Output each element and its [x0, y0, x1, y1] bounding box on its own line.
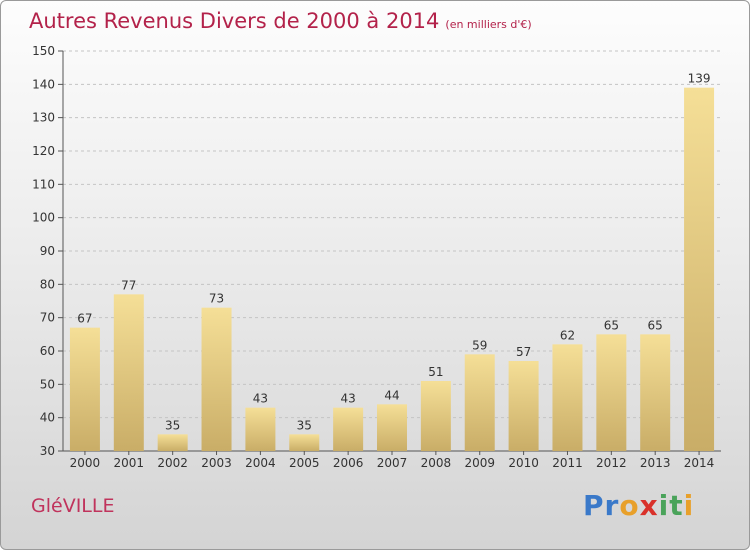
logo-letter: o [619, 489, 640, 522]
y-tick-label: 120 [32, 144, 55, 158]
value-label-2014: 139 [688, 72, 711, 86]
y-tick-label: 30 [40, 444, 55, 458]
value-label-2008: 51 [428, 365, 443, 379]
logo-letter: r [604, 489, 620, 522]
chart-title-text: Autres Revenus Divers de 2000 à 2014 [29, 9, 440, 33]
bar-2011 [552, 344, 583, 451]
x-tick-label-2013: 2013 [640, 456, 671, 470]
x-tick-label-2003: 2003 [201, 456, 232, 470]
bar-2005 [289, 434, 320, 451]
value-label-2010: 57 [516, 345, 531, 359]
value-label-2000: 67 [77, 312, 92, 326]
value-label-2003: 73 [209, 292, 224, 306]
y-tick-label: 110 [32, 177, 55, 191]
x-tick-label-2008: 2008 [421, 456, 452, 470]
value-label-2013: 65 [648, 318, 663, 332]
value-label-2005: 35 [297, 418, 312, 432]
bar-2006 [333, 407, 364, 451]
x-tick-label-2014: 2014 [684, 456, 715, 470]
bar-2009 [464, 354, 495, 451]
y-tick-label: 60 [40, 344, 55, 358]
logo-letter: P [583, 489, 605, 522]
bar-2010 [508, 361, 539, 451]
x-tick-label-2001: 2001 [114, 456, 145, 470]
bar-2002 [157, 434, 188, 451]
value-label-2002: 35 [165, 418, 180, 432]
logo-letter: x [639, 489, 659, 522]
y-tick-label: 50 [40, 377, 55, 391]
value-label-2012: 65 [604, 318, 619, 332]
bar-2013 [640, 334, 671, 451]
place-name: GléVILLE [31, 495, 115, 517]
y-tick-label: 40 [40, 411, 55, 425]
value-label-2001: 77 [121, 278, 136, 292]
value-label-2007: 44 [384, 388, 399, 402]
logo-letter: i [683, 489, 695, 522]
x-tick-label-2012: 2012 [596, 456, 627, 470]
x-tick-label-2011: 2011 [552, 456, 583, 470]
logo-letter: t [669, 489, 684, 522]
bar-2003 [201, 307, 232, 451]
proxiti-logo[interactable]: Proxiti [583, 489, 694, 522]
y-tick-label: 90 [40, 244, 55, 258]
x-tick-label-2005: 2005 [289, 456, 320, 470]
x-tick-label-2006: 2006 [333, 456, 364, 470]
value-label-2006: 43 [340, 392, 355, 406]
y-tick-label: 70 [40, 311, 55, 325]
x-tick-label-2007: 2007 [377, 456, 408, 470]
y-tick-label: 130 [32, 111, 55, 125]
chart-title: Autres Revenus Divers de 2000 à 2014 (en … [29, 9, 532, 33]
bar-2012 [596, 334, 627, 451]
y-tick-label: 100 [32, 211, 55, 225]
value-label-2009: 59 [472, 338, 487, 352]
value-label-2011: 62 [560, 328, 575, 342]
chart-subtitle: (en milliers d'€) [445, 18, 532, 31]
value-label-2004: 43 [253, 392, 268, 406]
x-tick-label-2000: 2000 [70, 456, 101, 470]
x-tick-label-2009: 2009 [464, 456, 495, 470]
bar-2007 [377, 404, 407, 451]
x-tick-label-2004: 2004 [245, 456, 276, 470]
y-tick-label: 140 [32, 77, 55, 91]
bar-2004 [245, 407, 276, 451]
logo-letter: i [658, 489, 670, 522]
y-tick-label: 150 [32, 44, 55, 58]
bar-2001 [113, 294, 144, 451]
bar-2000 [69, 327, 100, 451]
y-tick-label: 80 [40, 277, 55, 291]
bar-2014 [684, 87, 715, 452]
x-tick-label-2010: 2010 [508, 456, 539, 470]
bar-2008 [420, 381, 451, 451]
x-tick-label-2002: 2002 [157, 456, 188, 470]
